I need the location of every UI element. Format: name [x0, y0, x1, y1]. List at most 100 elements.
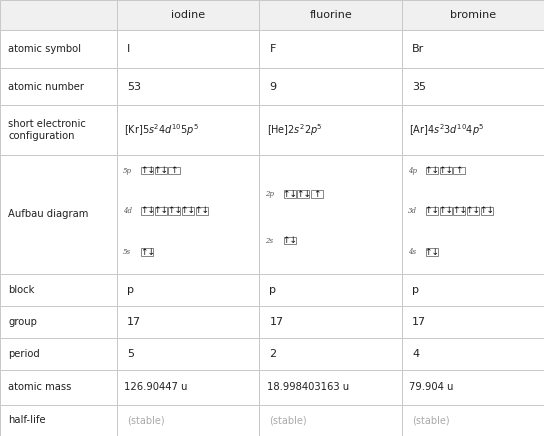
- Text: (stable): (stable): [412, 415, 449, 425]
- Bar: [0, 155, 117, 274]
- Text: 5s: 5s: [122, 249, 131, 256]
- Text: ↑↓: ↑↓: [167, 206, 182, 215]
- Bar: [284, 191, 296, 198]
- Bar: [298, 191, 310, 198]
- Bar: [402, 0, 544, 31]
- Bar: [0, 274, 117, 306]
- Text: short electronic
configuration: short electronic configuration: [8, 119, 86, 141]
- Bar: [259, 155, 402, 274]
- Text: ↑↓: ↑↓: [140, 206, 154, 215]
- Bar: [117, 68, 259, 106]
- Text: 5p: 5p: [122, 167, 132, 174]
- Text: period: period: [8, 349, 40, 359]
- Bar: [259, 106, 402, 155]
- Bar: [117, 274, 259, 306]
- Bar: [311, 191, 323, 198]
- Text: Br: Br: [412, 44, 424, 54]
- Bar: [0, 370, 117, 405]
- Text: 5: 5: [127, 349, 134, 359]
- Bar: [284, 237, 296, 245]
- Text: atomic number: atomic number: [8, 82, 84, 92]
- Bar: [117, 338, 259, 370]
- Text: atomic mass: atomic mass: [8, 382, 72, 392]
- Text: ↑↓: ↑↓: [153, 166, 168, 175]
- Text: iodine: iodine: [171, 10, 205, 20]
- Bar: [259, 31, 402, 68]
- Bar: [453, 207, 465, 215]
- Text: 17: 17: [412, 317, 426, 327]
- Text: ↑: ↑: [313, 190, 320, 199]
- Bar: [453, 167, 465, 174]
- Bar: [182, 207, 194, 215]
- Text: [Ar]4$s^2$3$d^{10}$4$p^5$: [Ar]4$s^2$3$d^{10}$4$p^5$: [409, 123, 485, 138]
- Bar: [0, 306, 117, 338]
- Bar: [117, 31, 259, 68]
- Bar: [117, 405, 259, 436]
- Bar: [426, 207, 438, 215]
- Text: ↑↓: ↑↓: [181, 206, 195, 215]
- Bar: [0, 338, 117, 370]
- Text: [He]2$s^2$2$p^5$: [He]2$s^2$2$p^5$: [267, 123, 323, 138]
- Text: ↑↓: ↑↓: [438, 166, 453, 175]
- Text: atomic symbol: atomic symbol: [8, 44, 81, 54]
- Text: block: block: [8, 285, 35, 295]
- Text: 4: 4: [412, 349, 419, 359]
- Bar: [402, 155, 544, 274]
- Bar: [402, 338, 544, 370]
- Bar: [196, 207, 208, 215]
- Text: (stable): (stable): [127, 415, 165, 425]
- Text: 35: 35: [412, 82, 426, 92]
- Bar: [141, 207, 153, 215]
- Bar: [402, 106, 544, 155]
- Text: ↑↓: ↑↓: [479, 206, 494, 215]
- Text: fluorine: fluorine: [310, 10, 352, 20]
- Text: F: F: [269, 44, 276, 54]
- Bar: [117, 0, 259, 31]
- Text: ↑↓: ↑↓: [425, 206, 440, 215]
- Text: 18.998403163 u: 18.998403163 u: [267, 382, 349, 392]
- Text: bromine: bromine: [450, 10, 496, 20]
- Bar: [480, 207, 492, 215]
- Bar: [440, 207, 452, 215]
- Bar: [402, 274, 544, 306]
- Text: 17: 17: [127, 317, 141, 327]
- Text: ↑↓: ↑↓: [194, 206, 209, 215]
- Text: [Kr]5$s^2$4$d^{10}$5$p^5$: [Kr]5$s^2$4$d^{10}$5$p^5$: [124, 123, 199, 138]
- Text: 3d: 3d: [407, 207, 417, 215]
- Text: 4p: 4p: [407, 167, 417, 174]
- Text: ↑↓: ↑↓: [438, 206, 453, 215]
- Bar: [259, 338, 402, 370]
- Text: ↑↓: ↑↓: [296, 190, 311, 199]
- Bar: [259, 0, 402, 31]
- Text: I: I: [127, 44, 130, 54]
- Bar: [117, 106, 259, 155]
- Text: p: p: [127, 285, 134, 295]
- Bar: [259, 405, 402, 436]
- Text: 9: 9: [269, 82, 276, 92]
- Text: ↑↓: ↑↓: [425, 166, 440, 175]
- Bar: [141, 167, 153, 174]
- Text: ↑↓: ↑↓: [153, 206, 168, 215]
- Bar: [169, 207, 181, 215]
- Text: Aufbau diagram: Aufbau diagram: [8, 209, 89, 219]
- Text: p: p: [412, 285, 419, 295]
- Text: (stable): (stable): [269, 415, 307, 425]
- Text: ↑↓: ↑↓: [425, 248, 440, 257]
- Bar: [426, 249, 438, 256]
- Bar: [117, 370, 259, 405]
- Bar: [0, 405, 117, 436]
- Text: half-life: half-life: [8, 415, 46, 425]
- Bar: [402, 68, 544, 106]
- Text: ↑↓: ↑↓: [282, 190, 297, 199]
- Bar: [426, 167, 438, 174]
- Bar: [259, 306, 402, 338]
- Bar: [467, 207, 479, 215]
- Text: 126.90447 u: 126.90447 u: [124, 382, 188, 392]
- Bar: [259, 68, 402, 106]
- Bar: [141, 249, 153, 256]
- Bar: [402, 370, 544, 405]
- Bar: [155, 167, 167, 174]
- Text: 2: 2: [269, 349, 276, 359]
- Text: ↑↓: ↑↓: [282, 236, 297, 245]
- Bar: [259, 274, 402, 306]
